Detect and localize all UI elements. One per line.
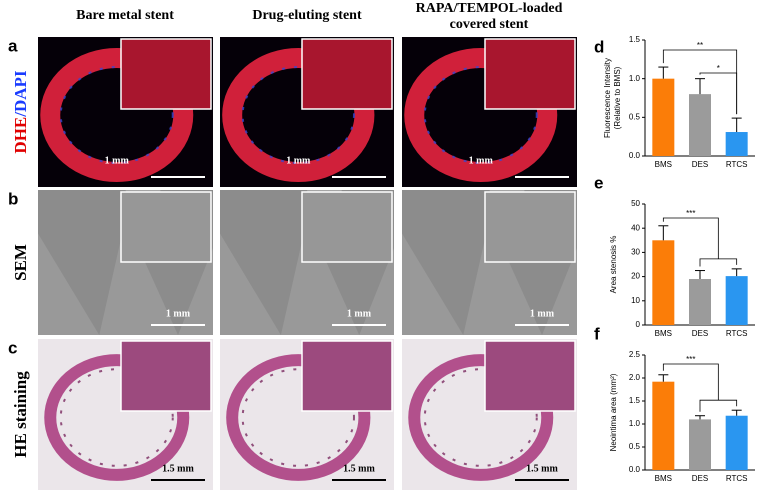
y-tick-label: 2.0 [629,373,641,382]
panel-label: d [594,37,604,56]
inset [301,191,393,263]
scale-bar-label: 1 mm [166,308,191,319]
y-tick-label: 1.0 [629,74,641,83]
significance-bracket [662,363,738,412]
panel-label: f [594,324,600,343]
micrograph-ring [44,354,190,481]
panel-label: b [8,189,18,208]
bar [725,132,748,156]
row-label: HE staining [11,371,30,458]
row-label-part: HE staining [11,371,30,458]
scale-bar-label: 1 mm [105,155,130,166]
bar [725,276,748,325]
bar [689,419,711,470]
y-tick-label: 10 [631,296,640,305]
y-tick-label: 0 [636,320,641,329]
y-axis-label-line: Area stenosis % [609,236,618,294]
bar [652,240,675,325]
scale-bar-label: 1.5 mm [162,463,194,474]
scale-bar-label: 1 mm [286,155,311,166]
bar [652,381,675,470]
inset [120,340,212,412]
column-header: covered stent [450,17,529,32]
column-header: RAPA/TEMPOL-loaded [416,1,563,16]
y-axis-label: Area stenosis % [609,236,618,294]
significance-bracket [662,217,738,267]
inset [120,191,212,263]
scale-bar-label: 1 mm [530,308,555,319]
micrograph-ring [59,368,174,467]
scale-bar-label: 1.5 mm [343,463,375,474]
y-tick-label: 20 [631,272,640,281]
micrograph-texture [38,219,213,335]
bar [689,279,711,325]
panel-label: e [594,173,603,192]
micrograph-texture [402,219,577,335]
row-label-part: DHE [11,117,30,154]
micrograph-ring [241,368,355,467]
y-tick-label: 0.0 [629,465,641,474]
significance-label: * [717,64,720,73]
inset [301,340,393,412]
y-axis-label-line: Neointima area (mm²) [609,373,618,451]
scale-bar-label: 1 mm [347,308,372,319]
micrograph-texture [220,219,394,335]
y-tick-label: 50 [631,199,640,208]
inset [484,191,576,263]
bar [725,415,748,470]
column-header: Drug-eluting stent [252,8,362,23]
bar [689,94,711,156]
row-label-part: SEM [11,244,30,281]
inset [484,38,576,110]
micrograph-ring [408,354,554,481]
y-tick-label: 1.5 [629,35,641,44]
y-tick-label: 1.5 [629,396,641,405]
inset [484,340,576,412]
row-label-part: /DAPI [11,70,30,118]
x-tick-label: BMS [655,474,672,483]
panel-label: a [8,36,18,55]
column-header: Bare metal stent [76,8,174,23]
inset [120,38,212,110]
significance-label: *** [686,209,695,218]
micrograph-ring [59,66,174,164]
micrograph-ring [222,48,375,182]
micrograph-ring [423,368,538,467]
y-axis-label: Fluorescence Intensity(Relative to BMS) [603,58,622,138]
x-tick-label: BMS [655,160,672,169]
y-tick-label: 0.5 [629,112,641,121]
micrograph-ring [423,66,538,164]
y-tick-label: 0.0 [629,151,641,160]
x-tick-label: RTCS [726,160,748,169]
row-label: DHE/DAPI [11,70,30,154]
y-tick-label: 40 [631,223,640,232]
micrograph-ring [40,48,194,182]
y-tick-label: 1.0 [629,419,641,428]
scale-bar-label: 1.5 mm [526,463,558,474]
significance-bracket [699,72,738,115]
row-label: SEM [11,244,30,281]
y-axis-label-line: (Relative to BMS) [613,66,622,129]
x-tick-label: DES [692,160,708,169]
bar [652,78,675,156]
x-tick-label: DES [692,474,708,483]
y-axis-label-line: Fluorescence Intensity [603,58,612,138]
x-tick-label: RTCS [726,329,748,338]
x-tick-label: RTCS [726,474,748,483]
inset [301,38,393,110]
scale-bar-label: 1 mm [469,155,494,166]
y-axis-label: Neointima area (mm²) [609,373,618,451]
micrograph-ring [226,354,371,481]
micrograph-ring [404,48,558,182]
x-tick-label: DES [692,329,708,338]
x-tick-label: BMS [655,329,672,338]
micrograph-ring [241,66,355,164]
y-tick-label: 2.5 [629,350,641,359]
panel-label: c [8,338,17,357]
y-tick-label: 30 [631,248,640,257]
significance-label: *** [686,355,695,364]
y-tick-label: 0.5 [629,442,641,451]
significance-label: ** [697,41,703,50]
